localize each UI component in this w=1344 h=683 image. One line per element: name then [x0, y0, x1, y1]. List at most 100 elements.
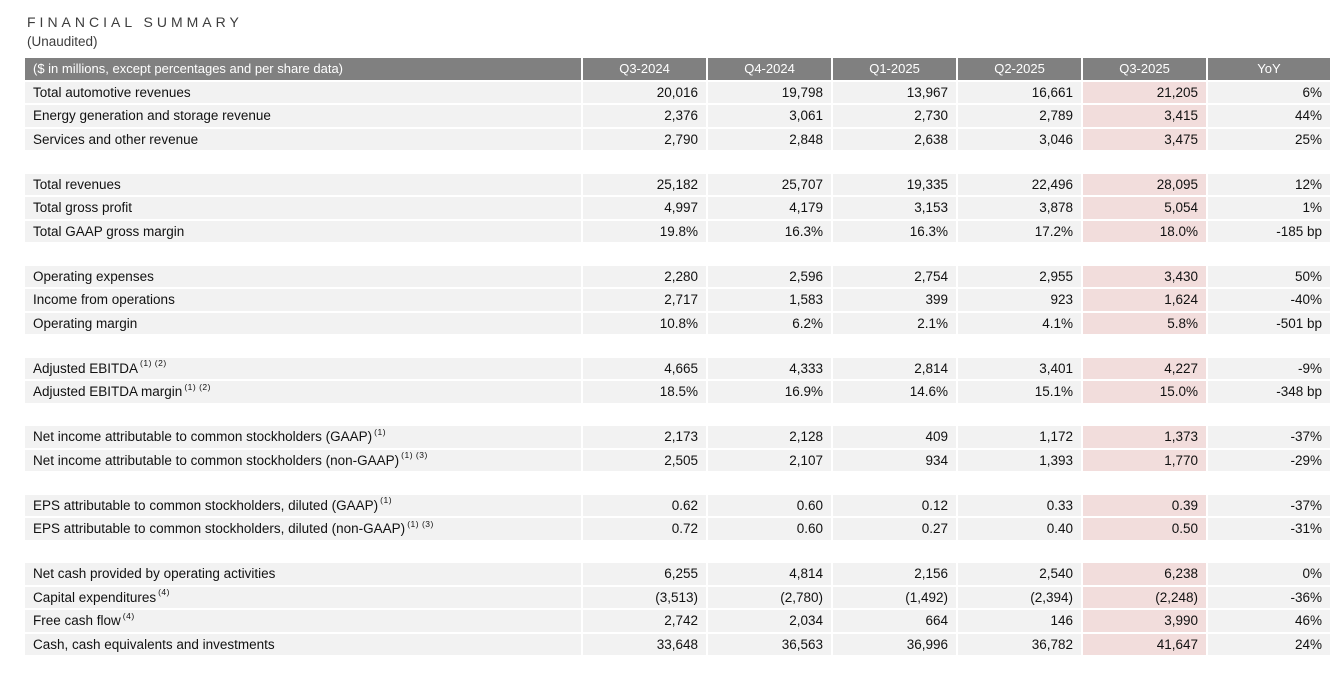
row-label: EPS attributable to common stockholders,… [25, 517, 583, 542]
yoy-cell: -29% [1207, 448, 1332, 473]
footnote-marker: (4) [122, 610, 135, 621]
value-cell: 2,034 [707, 609, 833, 634]
value-cell: 1,373 [1082, 426, 1208, 450]
section-spacer-cell [25, 243, 1331, 266]
row-label: Free cash flow (4) [25, 609, 583, 634]
column-header-q4-2024: Q4-2024 [707, 58, 833, 82]
table-row: Total automotive revenues 20,016 19,798 13,… [25, 80, 1332, 105]
column-header-q1-2025: Q1-2025 [832, 58, 958, 82]
value-cell: 3,153 [832, 196, 958, 221]
value-cell: 3,046 [957, 127, 1083, 152]
yoy-cell: -40% [1207, 288, 1332, 313]
value-cell: 2,754 [832, 265, 958, 289]
table-row: EPS attributable to common stockholders,… [25, 494, 1332, 518]
section-spacer-cell [25, 540, 1331, 563]
row-label: Net cash provided by operating activitie… [25, 563, 583, 587]
row-label-text: EPS attributable to common stockholders,… [33, 497, 379, 513]
value-cell: 0.33 [957, 494, 1083, 518]
value-cell: 25,182 [582, 173, 708, 197]
value-cell: 1,770 [1082, 448, 1208, 473]
value-cell: 2,156 [832, 563, 958, 587]
value-cell: 2,128 [707, 426, 833, 450]
row-label-text: Adjusted EBITDA [33, 360, 139, 376]
section-spacer-cell [25, 472, 1331, 495]
value-cell: 20,016 [582, 80, 708, 105]
footnote-marker: (1) (2) [140, 358, 167, 368]
section-spacer-row [25, 472, 1331, 495]
section-spacer-cell [25, 335, 1331, 358]
value-cell: 2,717 [582, 288, 708, 313]
row-label-text: Adjusted EBITDA margin [33, 384, 183, 399]
value-cell: 2,790 [582, 127, 708, 152]
value-cell: 4.1% [957, 311, 1083, 336]
value-cell: 28,095 [1082, 173, 1208, 197]
row-label-text: EPS attributable to common stockholders,… [33, 521, 406, 536]
value-cell: 2,173 [582, 426, 708, 450]
row-label-text: Income from operations [33, 292, 175, 307]
table-row: Net income attributable to common stockh… [25, 426, 1332, 450]
value-cell: 16.3% [707, 219, 833, 244]
value-cell: 18.0% [1082, 219, 1208, 244]
value-cell: (2,394) [957, 585, 1083, 610]
table-row: Total GAAP gross margin 19.8% 16.3% 16.3% 17… [25, 219, 1332, 244]
table-row: Operating expenses 2,280 2,596 2,754 2,955 3,… [25, 265, 1332, 289]
value-cell: 22,496 [957, 173, 1083, 197]
value-cell: 0.60 [707, 517, 833, 542]
row-label-text: Total gross profit [33, 200, 133, 215]
value-cell: 0.39 [1082, 494, 1208, 518]
column-header-q3-2025: Q3-2025 [1082, 58, 1208, 82]
yoy-cell: -36% [1207, 585, 1332, 610]
value-cell: 2,596 [707, 265, 833, 289]
yoy-cell: 1% [1207, 196, 1332, 221]
table-row: Operating margin 10.8% 6.2% 2.1% 4.1% 5.8% -50… [25, 311, 1332, 336]
footnote-marker: (1) [374, 426, 387, 437]
row-label-text: Net income attributable to common stockh… [33, 429, 373, 444]
table-row: EPS attributable to common stockholders,… [25, 517, 1332, 542]
value-cell: 19,798 [707, 80, 833, 105]
section-spacer-cell [25, 403, 1331, 426]
footnote-marker: (1) [380, 495, 393, 505]
column-header-q3-2024: Q3-2024 [582, 58, 708, 82]
value-cell: 146 [957, 609, 1083, 634]
value-cell: 923 [957, 288, 1083, 313]
value-cell: 36,563 [707, 632, 833, 657]
value-cell: 4,179 [707, 196, 833, 221]
row-label-text: Cash, cash equivalents and investments [33, 636, 275, 652]
yoy-cell: -37% [1207, 494, 1332, 518]
section-spacer-row [25, 243, 1331, 266]
value-cell: 16.3% [832, 219, 958, 244]
row-label: Operating expenses [25, 265, 583, 289]
value-cell: 0.40 [957, 517, 1083, 542]
value-cell: 3,401 [957, 357, 1083, 381]
value-cell: 2,742 [582, 609, 708, 634]
value-cell: 934 [832, 448, 958, 473]
table-row: Total gross profit 4,997 4,179 3,153 3,878 5,… [25, 196, 1332, 221]
value-cell: (1,492) [832, 585, 958, 610]
value-cell: 19,335 [832, 173, 958, 197]
financial-summary-table: ($ in millions, except percentages and p… [25, 58, 1332, 657]
page-title: FINANCIAL SUMMARY [27, 14, 243, 30]
value-cell: 0.72 [582, 517, 708, 542]
value-cell: 1,583 [707, 288, 833, 313]
yoy-cell: 6% [1207, 80, 1332, 105]
value-cell: 2,814 [832, 357, 958, 381]
row-label: Cash, cash equivalents and investments [25, 632, 583, 657]
value-cell: 2,730 [832, 104, 958, 129]
value-cell: 2,638 [832, 127, 958, 152]
value-cell: 2,107 [707, 448, 833, 473]
value-cell: 3,990 [1082, 609, 1208, 634]
table-row: Services and other revenue 2,790 2,848 2,63… [25, 127, 1332, 152]
value-cell: 4,227 [1082, 357, 1208, 381]
row-label-text: Capital expenditures [33, 589, 157, 605]
value-cell: 2.1% [832, 311, 958, 336]
row-label-text: Free cash flow [33, 613, 121, 628]
value-cell: 15.0% [1082, 380, 1208, 405]
value-cell: 5,054 [1082, 196, 1208, 221]
page-subtitle: (Unaudited) [27, 34, 98, 49]
value-cell: 2,376 [582, 104, 708, 129]
row-label: Services and other revenue [25, 127, 583, 152]
value-cell: 25,707 [707, 173, 833, 197]
footnote-marker: (1) (3) [407, 518, 434, 529]
value-cell: 19.8% [582, 219, 708, 244]
table-row: Free cash flow (4) 2,742 2,034 664 146 3,990 46… [25, 609, 1332, 634]
